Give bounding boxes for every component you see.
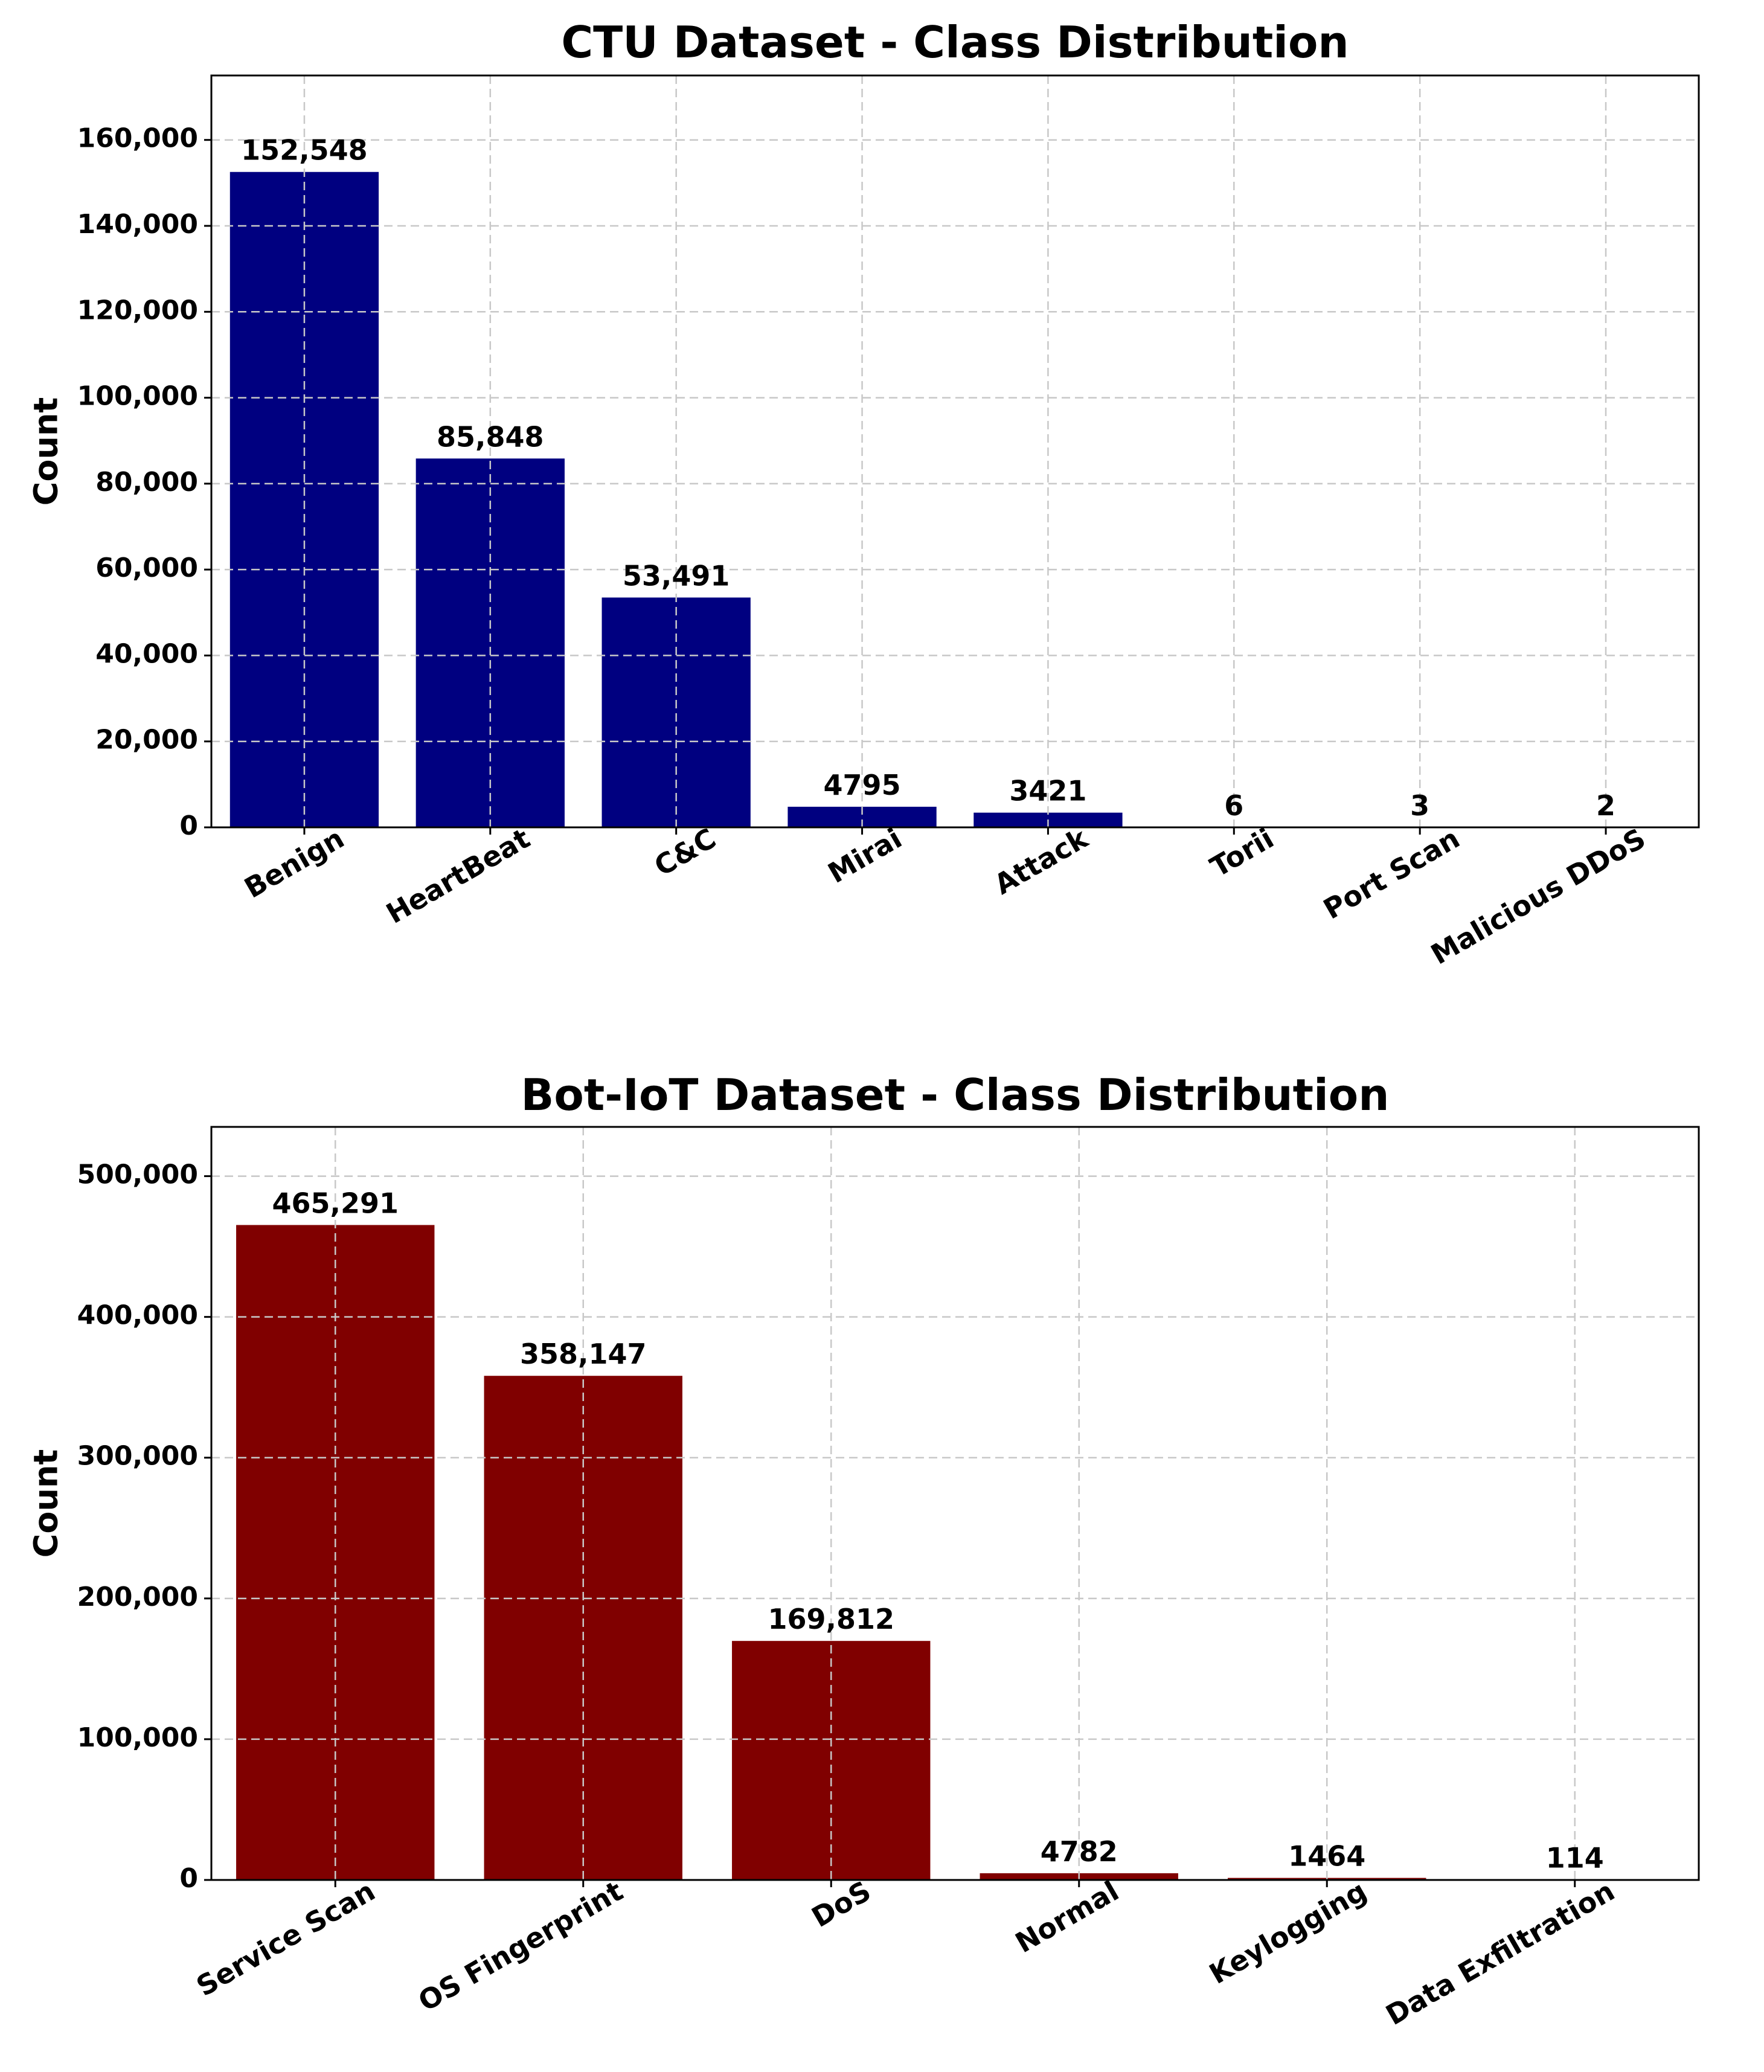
value-label: 85,848 [437, 420, 544, 453]
value-label: 114 [1546, 1842, 1604, 1875]
value-label: 1464 [1288, 1840, 1365, 1873]
x-tick-label: Data Exfiltration [1381, 1875, 1620, 2032]
value-label: 465,291 [272, 1187, 399, 1219]
x-tick-label: C&C [649, 822, 721, 883]
value-label: 169,812 [768, 1603, 894, 1635]
x-tick-label: Torii [1205, 822, 1279, 884]
x-tick-label: OS Fingerprint [412, 1875, 628, 2018]
y-ticks: 0 20,000 40,000 60,000 80,000 100,000 120,000 1… [77, 123, 211, 841]
x-tick-label: Mirai [823, 822, 907, 890]
plot-frame [210, 74, 1700, 829]
value-labels: 152,548 85,848 53,491 4795 3421 6 3 2 [241, 134, 1615, 822]
x-tick-label: HeartBeat [380, 822, 535, 930]
y-tick-label: 140,000 [77, 209, 198, 240]
value-label: 3421 [1009, 775, 1086, 807]
y-tick-label: 80,000 [95, 467, 198, 498]
y-tick-label: 40,000 [95, 638, 198, 669]
y-axis-label: Count [27, 397, 65, 505]
y-tick-label: 0 [179, 810, 198, 841]
x-tick-label: Normal [1010, 1875, 1124, 1960]
y-axis-label: Count [27, 1449, 65, 1557]
x-tick-label: Port Scan [1318, 822, 1465, 926]
y-ticks: 0 100,000 200,000 300,000 400,000 500,000 [77, 1159, 211, 1894]
y-tick-label: 200,000 [77, 1582, 198, 1612]
bars [236, 1225, 1674, 1880]
value-label: 152,548 [241, 134, 368, 167]
x-tick-label: Keylogging [1204, 1875, 1372, 1990]
x-tick-label: DoS [806, 1875, 876, 1934]
y-tick-label: 0 [179, 1863, 198, 1894]
x-tick-label: Service Scan [191, 1875, 380, 2003]
y-tick-label: 20,000 [95, 725, 198, 755]
bars [229, 172, 1681, 827]
grid [211, 1127, 1699, 1881]
value-label: 6 [1224, 789, 1243, 822]
y-tick-label: 300,000 [77, 1441, 198, 1472]
y-tick-label: 120,000 [77, 295, 198, 326]
value-label: 4795 [824, 769, 901, 801]
plot-frame [210, 1126, 1700, 1881]
y-tick-label: 400,000 [77, 1300, 198, 1331]
y-tick-label: 60,000 [95, 553, 198, 583]
bar-dos [732, 1641, 931, 1880]
value-label: 53,491 [623, 559, 730, 592]
bot-iot-class-distribution-chart: Bot-IoT Dataset - Class Distribution Cou… [27, 1070, 1700, 2032]
bar-c-c [601, 597, 751, 827]
chart-title: Bot-IoT Dataset - Class Distribution [521, 1070, 1390, 1120]
ctu-class-distribution-chart: CTU Dataset - Class Distribution Count 0… [27, 17, 1700, 971]
value-label: 358,147 [520, 1338, 647, 1370]
x-tick-label: Attack [989, 821, 1094, 901]
x-ticks: Benign HeartBeat C&C Mirai Attack Torii Port S… [239, 821, 1650, 971]
y-tick-label: 500,000 [77, 1159, 198, 1190]
y-tick-label: 100,000 [77, 381, 198, 412]
y-tick-label: 160,000 [77, 123, 198, 154]
chart-title: CTU Dataset - Class Distribution [561, 17, 1349, 68]
value-label: 4782 [1041, 1835, 1118, 1868]
value-label: 2 [1596, 789, 1615, 822]
value-labels: 465,291 358,147 169,812 4782 1464 114 [272, 1187, 1603, 1874]
y-tick-label: 100,000 [77, 1722, 198, 1753]
value-label: 3 [1410, 789, 1429, 822]
x-ticks: Service Scan OS Fingerprint DoS Normal Keylo… [191, 1875, 1620, 2032]
x-tick-label: Benign [239, 822, 349, 905]
